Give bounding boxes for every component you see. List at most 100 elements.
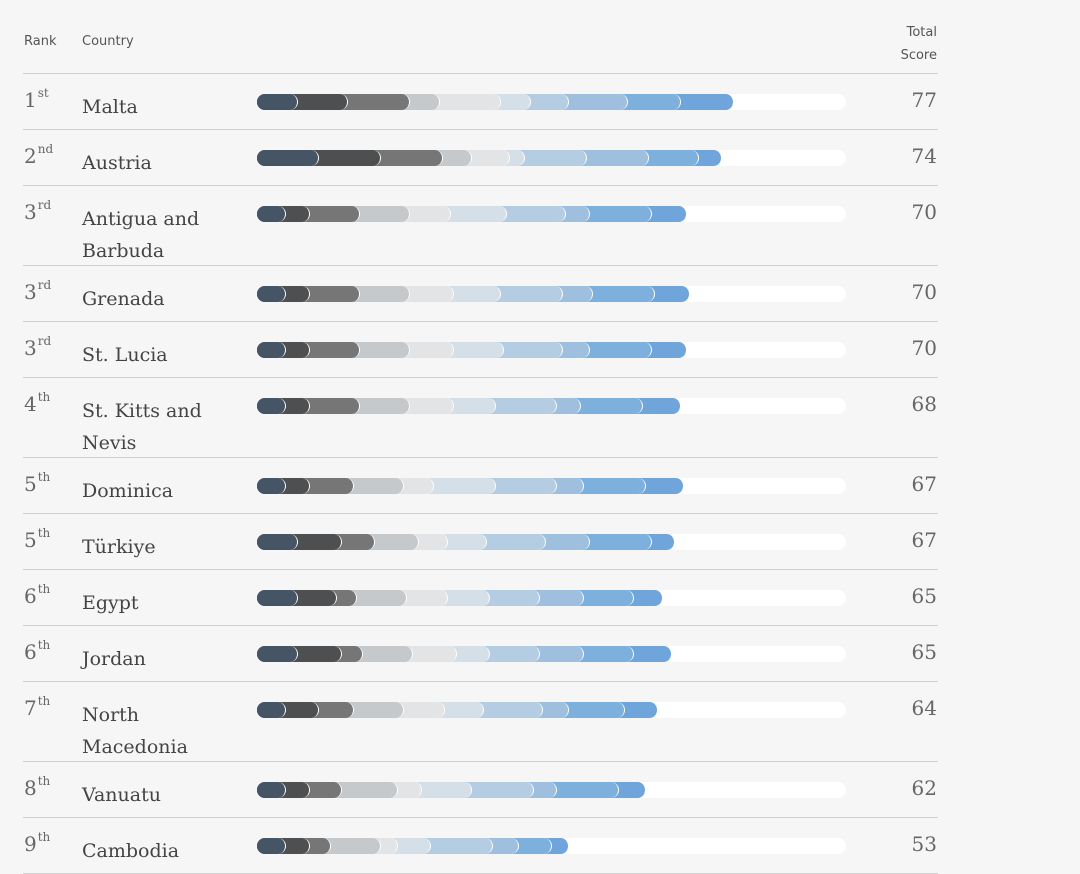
table-row: 3rd Antigua and Barbuda 70: [23, 186, 938, 266]
total-score-value: 65: [911, 584, 937, 608]
rank-suffix: th: [37, 526, 51, 540]
score-bar-segment: [257, 478, 287, 494]
table-row: 8th Vanuatu 62: [23, 762, 938, 818]
rank-suffix: rd: [37, 198, 52, 212]
table-row: 5th Dominica 67: [23, 458, 938, 514]
rank-suffix: th: [37, 470, 51, 484]
rank-suffix: st: [37, 86, 49, 100]
rank-suffix: rd: [37, 334, 52, 348]
rank-suffix: rd: [37, 278, 52, 292]
rank-number: 3: [24, 336, 37, 360]
score-bar-segment: [257, 782, 287, 798]
ranking-table: Rank Country Total Score 1st Malta 77 2nd Au…: [23, 0, 938, 874]
total-score-header-line2: Score: [900, 48, 937, 63]
country-name: Türkiye: [82, 536, 156, 558]
total-score-value: 70: [911, 336, 937, 360]
table-row: 3rd St. Lucia 70: [23, 322, 938, 378]
country-name: Vanuatu: [82, 784, 161, 806]
total-score-value: 70: [911, 200, 937, 224]
score-bar-track: [257, 206, 846, 222]
rank-suffix: th: [37, 582, 51, 596]
table-header: Rank Country Total Score: [23, 0, 938, 74]
rank-number: 5: [24, 528, 37, 552]
score-bar-segment: [257, 590, 299, 606]
country-name: St. Kitts and Nevis: [82, 400, 202, 454]
score-bar-track: [257, 646, 846, 662]
score-bar-segment: [257, 94, 299, 110]
country-name: Egypt: [82, 592, 139, 614]
country-header: Country: [82, 34, 134, 49]
rank-value: 3rd: [24, 334, 52, 360]
rank-suffix: th: [37, 638, 51, 652]
table-body: 1st Malta 77 2nd Austria 74 3rd Antigua and Bar…: [23, 74, 938, 874]
rank-suffix: th: [37, 390, 51, 404]
score-bar-segment: [257, 534, 299, 550]
score-bar-segment: [257, 286, 287, 302]
country-name: Malta: [82, 96, 138, 118]
rank-value: 2nd: [24, 142, 54, 168]
rank-value: 3rd: [24, 278, 52, 304]
total-score-value: 67: [911, 528, 937, 552]
score-bar-track: [257, 286, 846, 302]
table-row: 9th Cambodia 53: [23, 818, 938, 874]
table-row: 4th St. Kitts and Nevis 68: [23, 378, 938, 458]
total-score-value: 70: [911, 280, 937, 304]
score-bar-segment: [257, 398, 287, 414]
score-bar-segment: [257, 342, 287, 358]
total-score-header-line1: Total: [906, 25, 937, 40]
rank-number: 4: [24, 392, 37, 416]
rank-value: 1st: [24, 86, 49, 112]
score-bar-track: [257, 534, 846, 550]
country-name: Jordan: [82, 648, 146, 670]
rank-header: Rank: [24, 34, 57, 49]
rank-number: 6: [24, 640, 37, 664]
score-bar-track: [257, 342, 846, 358]
score-bar-segment: [257, 702, 287, 718]
score-bar-track: [257, 398, 846, 414]
rank-number: 7: [24, 696, 37, 720]
rank-value: 9th: [24, 830, 51, 856]
score-bar-track: [257, 150, 846, 166]
score-bar-segment: [257, 150, 319, 166]
score-bar-track: [257, 94, 846, 110]
table-row: 6th Jordan 65: [23, 626, 938, 682]
total-score-header: Total Score: [857, 21, 937, 67]
rank-suffix: th: [37, 830, 51, 844]
rank-suffix: th: [37, 694, 51, 708]
rank-value: 8th: [24, 774, 51, 800]
country-name: Grenada: [82, 288, 165, 310]
total-score-value: 62: [911, 776, 937, 800]
score-bar-track: [257, 838, 846, 854]
score-bar-segment: [257, 206, 287, 222]
table-row: 5th Türkiye 67: [23, 514, 938, 570]
total-score-value: 77: [911, 88, 937, 112]
total-score-value: 67: [911, 472, 937, 496]
country-name: Antigua and Barbuda: [82, 208, 200, 262]
rank-number: 6: [24, 584, 37, 608]
rank-value: 6th: [24, 638, 51, 664]
country-name: Austria: [82, 152, 152, 174]
score-bar-track: [257, 782, 846, 798]
table-row: 1st Malta 77: [23, 74, 938, 130]
country-name: Dominica: [82, 480, 174, 502]
rank-value: 6th: [24, 582, 51, 608]
rank-suffix: nd: [37, 142, 54, 156]
rank-value: 3rd: [24, 198, 52, 224]
score-bar-segment: [257, 838, 287, 854]
total-score-value: 74: [911, 144, 937, 168]
country-name: St. Lucia: [82, 344, 168, 366]
rank-suffix: th: [37, 774, 51, 788]
total-score-value: 64: [911, 696, 937, 720]
score-bar-track: [257, 590, 846, 606]
score-bar-segment: [257, 646, 299, 662]
total-score-value: 68: [911, 392, 937, 416]
rank-number: 9: [24, 832, 37, 856]
country-name: North Macedonia: [82, 704, 188, 758]
score-bar-track: [257, 702, 846, 718]
total-score-value: 53: [911, 832, 937, 856]
total-score-value: 65: [911, 640, 937, 664]
rank-value: 4th: [24, 390, 51, 416]
rank-number: 8: [24, 776, 37, 800]
score-bar-track: [257, 478, 846, 494]
rank-value: 7th: [24, 694, 51, 720]
